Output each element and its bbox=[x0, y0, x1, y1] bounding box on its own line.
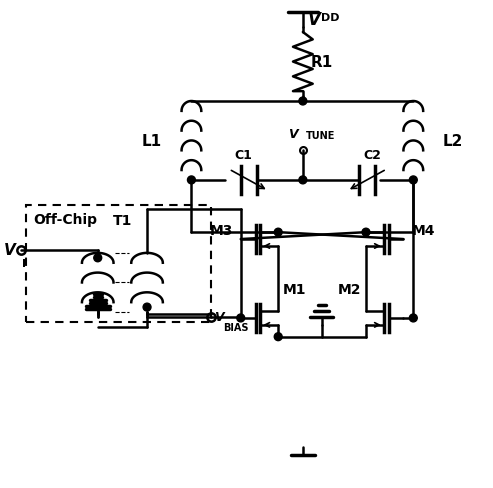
Text: TUNE: TUNE bbox=[306, 131, 335, 141]
Text: V: V bbox=[288, 128, 298, 141]
Text: L2: L2 bbox=[443, 134, 463, 149]
Circle shape bbox=[143, 304, 151, 311]
Circle shape bbox=[299, 98, 307, 106]
Circle shape bbox=[187, 177, 195, 184]
Text: C1: C1 bbox=[235, 149, 252, 162]
Text: V: V bbox=[308, 11, 320, 29]
Circle shape bbox=[274, 333, 282, 341]
Circle shape bbox=[362, 229, 370, 237]
Circle shape bbox=[94, 254, 102, 262]
Circle shape bbox=[409, 314, 417, 322]
Text: DD: DD bbox=[320, 13, 339, 23]
Text: BIAS: BIAS bbox=[223, 322, 248, 332]
Text: T1: T1 bbox=[113, 214, 132, 228]
Circle shape bbox=[299, 177, 307, 184]
Text: M3: M3 bbox=[210, 224, 233, 238]
Text: V: V bbox=[4, 243, 16, 258]
Text: V: V bbox=[214, 311, 224, 324]
Text: M2: M2 bbox=[338, 283, 361, 297]
Circle shape bbox=[237, 314, 245, 322]
Text: I: I bbox=[22, 258, 26, 268]
Text: L1: L1 bbox=[141, 134, 162, 149]
Circle shape bbox=[274, 229, 282, 237]
Text: R1: R1 bbox=[311, 55, 333, 70]
Text: M4: M4 bbox=[412, 224, 435, 238]
Bar bbox=[26, 205, 211, 322]
Circle shape bbox=[409, 177, 417, 184]
Text: C2: C2 bbox=[363, 149, 381, 162]
Text: Off-Chip: Off-Chip bbox=[34, 213, 98, 227]
Text: M1: M1 bbox=[283, 283, 307, 297]
